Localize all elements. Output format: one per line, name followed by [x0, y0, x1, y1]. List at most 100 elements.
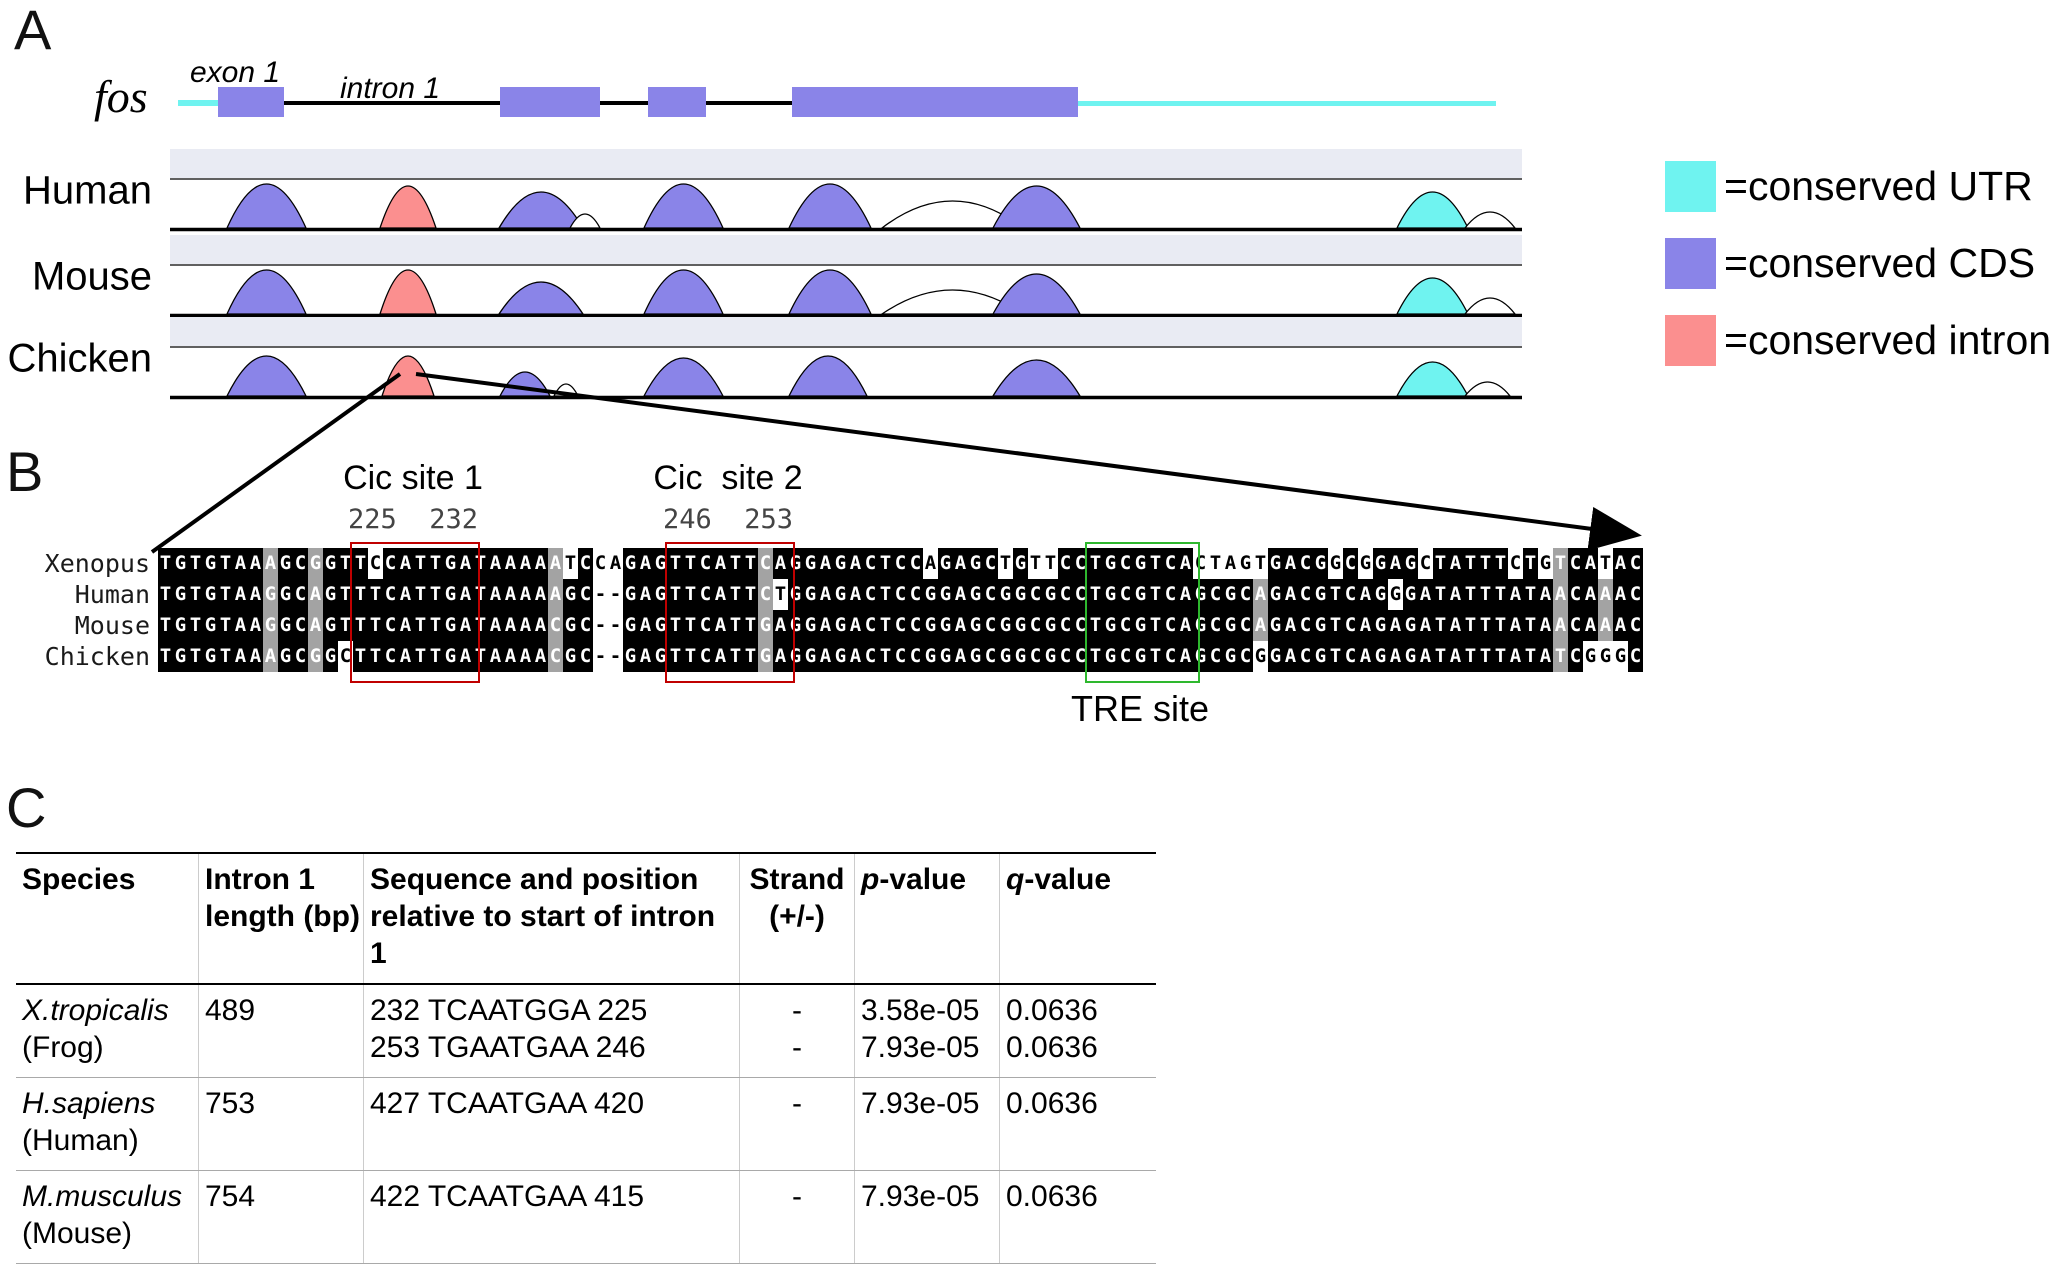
seq-char: A	[398, 579, 413, 610]
seq-char: C	[1073, 548, 1088, 579]
sequence-alignment: Xenopus T G T G T A A A G C G G T T C C A T T G A T A A A A A T C C A G A…	[0, 542, 1700, 683]
panel-b-label: B	[6, 440, 44, 503]
seq-char: T	[1463, 548, 1478, 579]
seq-char: A	[1178, 610, 1193, 641]
seq-char: C	[1238, 641, 1253, 672]
seq-char: G	[1268, 579, 1283, 610]
seq-char: C	[1208, 579, 1223, 610]
seq-char: G	[203, 610, 218, 641]
seq-char: G	[1268, 610, 1283, 641]
seq-char: T	[428, 548, 443, 579]
seq-char: A	[1538, 641, 1553, 672]
seq-char: A	[488, 548, 503, 579]
seq-char: G	[923, 579, 938, 610]
seq-char: A	[1583, 579, 1598, 610]
exon1-label: exon 1	[190, 56, 281, 89]
cic1-start-position: 225	[348, 504, 397, 535]
peak-intron	[379, 269, 437, 315]
seq-char: A	[233, 579, 248, 610]
peak-outline	[1463, 381, 1512, 397]
cell-line: 0.0636	[1006, 994, 1098, 1027]
seq-char: C	[548, 610, 563, 641]
seq-char: G	[1133, 641, 1148, 672]
seq-char: G	[1313, 579, 1328, 610]
seq-char: T	[1253, 548, 1268, 579]
cell-line: 753	[205, 1087, 256, 1120]
cell-line: 7.93e-05	[861, 1180, 980, 1213]
cell-sequence-position: 422 TCAATGAA 415	[363, 1171, 739, 1263]
cell-line: 232 TCAATGGA 225	[370, 994, 648, 1027]
seq-char: A	[308, 579, 323, 610]
seq-char: C	[893, 610, 908, 641]
seq-char: G	[1268, 548, 1283, 579]
seq-char: G	[278, 610, 293, 641]
seq-char: A	[1283, 641, 1298, 672]
seq-char: A	[458, 610, 473, 641]
seq-char: A	[233, 610, 248, 641]
peak-cds	[642, 183, 725, 229]
table-header-p-value: p-value	[854, 854, 999, 983]
seq-char: C	[1628, 641, 1643, 672]
seq-char: -	[608, 641, 623, 672]
header-line: Species	[22, 863, 136, 896]
seq-char: G	[623, 610, 638, 641]
seq-char: C	[548, 641, 563, 672]
exon-box-4	[792, 87, 1078, 117]
seq-char: C	[983, 548, 998, 579]
cell-line: -	[792, 1180, 802, 1213]
cell-intron-length: 489	[198, 985, 363, 1077]
cell-species: M.musculus (Mouse)	[16, 1171, 198, 1263]
seq-char: C	[863, 610, 878, 641]
seq-char: -	[593, 610, 608, 641]
seq-char: A	[248, 579, 263, 610]
seq-char: C	[383, 548, 398, 579]
header-line: length (bp)	[205, 900, 360, 933]
seq-char: T	[878, 610, 893, 641]
seq-char: T	[1478, 641, 1493, 672]
seq-char: A	[488, 610, 503, 641]
seq-char: T	[1493, 641, 1508, 672]
seq-char: C	[1238, 579, 1253, 610]
seq-char: T	[1088, 579, 1103, 610]
seq-char: C	[908, 641, 923, 672]
seq-char: C	[1298, 610, 1313, 641]
seq-char: T	[1088, 548, 1103, 579]
seq-char: A	[1283, 610, 1298, 641]
seq-char: A	[923, 548, 938, 579]
seq-char: A	[638, 579, 653, 610]
seq-char: T	[158, 548, 173, 579]
cell-line: 7.93e-05	[861, 1087, 980, 1120]
seq-char: C	[293, 548, 308, 579]
cell-line: -	[792, 994, 802, 1027]
seq-char: T	[413, 548, 428, 579]
seq-char: T	[158, 641, 173, 672]
seq-char: G	[938, 548, 953, 579]
track-band	[170, 235, 1522, 264]
seq-char: G	[968, 579, 983, 610]
seq-char: T	[683, 579, 698, 610]
seq-char: T	[368, 579, 383, 610]
cell-line: 3.58e-05	[861, 994, 980, 1027]
seq-char: T	[1148, 641, 1163, 672]
seq-char: G	[173, 610, 188, 641]
seq-char: G	[938, 579, 953, 610]
seq-char: C	[578, 641, 593, 672]
seq-char: T	[1478, 610, 1493, 641]
seq-char: T	[368, 641, 383, 672]
seq-char: C	[1058, 579, 1073, 610]
seq-char: A	[533, 579, 548, 610]
legend-item: =conserved intron	[1665, 314, 2051, 367]
seq-char: A	[1583, 548, 1598, 579]
seq-char: T	[1148, 610, 1163, 641]
seq-char: C	[338, 641, 353, 672]
seq-char: C	[758, 579, 773, 610]
peak-utr	[1395, 191, 1470, 229]
table-row: H.sapiens (Human) 753 427 TCAATGAA 420 - 7.93…	[16, 1078, 1156, 1171]
seq-char: T	[728, 579, 743, 610]
seq-char: C	[863, 548, 878, 579]
peak-utr	[1395, 277, 1470, 315]
seq-char: A	[1388, 548, 1403, 579]
seq-char: A	[638, 641, 653, 672]
seq-char: T	[728, 548, 743, 579]
